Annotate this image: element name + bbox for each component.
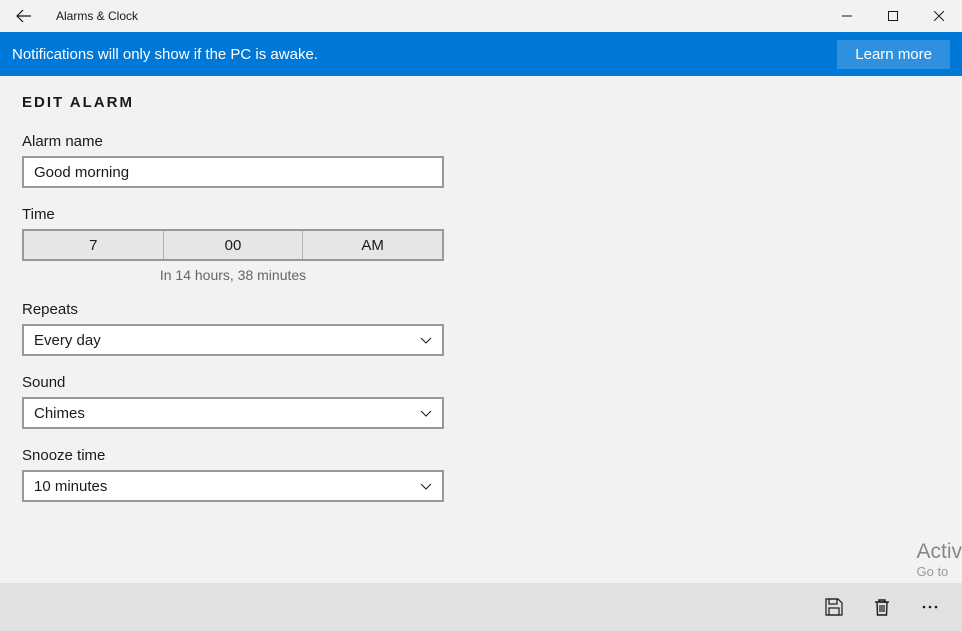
repeats-group: Repeats Every day: [22, 301, 940, 356]
sound-value: Chimes: [34, 405, 420, 422]
time-group: Time 7 00 AM In 14 hours, 38 minutes: [22, 206, 940, 283]
maximize-icon: [888, 11, 898, 21]
notification-banner: Notifications will only show if the PC i…: [0, 32, 962, 76]
delete-button[interactable]: [858, 583, 906, 631]
save-icon: [824, 597, 844, 617]
titlebar: Alarms & Clock: [0, 0, 962, 32]
time-remaining-text: In 14 hours, 38 minutes: [22, 267, 444, 283]
titlebar-title: Alarms & Clock: [56, 9, 138, 23]
content-area: EDIT ALARM Alarm name Time 7 00 AM In 14…: [0, 76, 962, 538]
snooze-label: Snooze time: [22, 447, 940, 464]
trash-icon: [872, 597, 892, 617]
watermark-title: Activ: [916, 540, 962, 564]
time-label: Time: [22, 206, 940, 223]
page-title: EDIT ALARM: [22, 94, 940, 111]
minimize-button[interactable]: [824, 0, 870, 32]
command-bar: [0, 583, 962, 631]
time-hour-segment[interactable]: 7: [24, 231, 164, 259]
alarm-name-label: Alarm name: [22, 133, 940, 150]
time-picker: 7 00 AM: [22, 229, 444, 261]
alarm-name-group: Alarm name: [22, 133, 940, 188]
activation-watermark: Activ Go to: [916, 540, 962, 579]
chevron-down-icon: [420, 407, 432, 419]
sound-select[interactable]: Chimes: [22, 397, 444, 429]
close-button[interactable]: [916, 0, 962, 32]
chevron-down-icon: [420, 334, 432, 346]
notification-text: Notifications will only show if the PC i…: [12, 46, 318, 63]
snooze-group: Snooze time 10 minutes: [22, 447, 940, 502]
repeats-value: Every day: [34, 332, 420, 349]
sound-label: Sound: [22, 374, 940, 391]
learn-more-button[interactable]: Learn more: [837, 40, 950, 69]
chevron-down-icon: [420, 480, 432, 492]
alarm-name-input[interactable]: [22, 156, 444, 188]
window-controls: [824, 0, 962, 32]
snooze-value: 10 minutes: [34, 478, 420, 495]
snooze-select[interactable]: 10 minutes: [22, 470, 444, 502]
more-icon: [920, 597, 940, 617]
back-arrow-icon: [16, 8, 32, 24]
maximize-button[interactable]: [870, 0, 916, 32]
time-minute-segment[interactable]: 00: [164, 231, 304, 259]
more-button[interactable]: [906, 583, 954, 631]
repeats-select[interactable]: Every day: [22, 324, 444, 356]
save-button[interactable]: [810, 583, 858, 631]
minimize-icon: [842, 11, 852, 21]
close-icon: [934, 11, 944, 21]
repeats-label: Repeats: [22, 301, 940, 318]
watermark-sub: Go to: [916, 564, 962, 579]
back-button[interactable]: [0, 0, 48, 32]
sound-group: Sound Chimes: [22, 374, 940, 429]
time-period-segment[interactable]: AM: [303, 231, 442, 259]
